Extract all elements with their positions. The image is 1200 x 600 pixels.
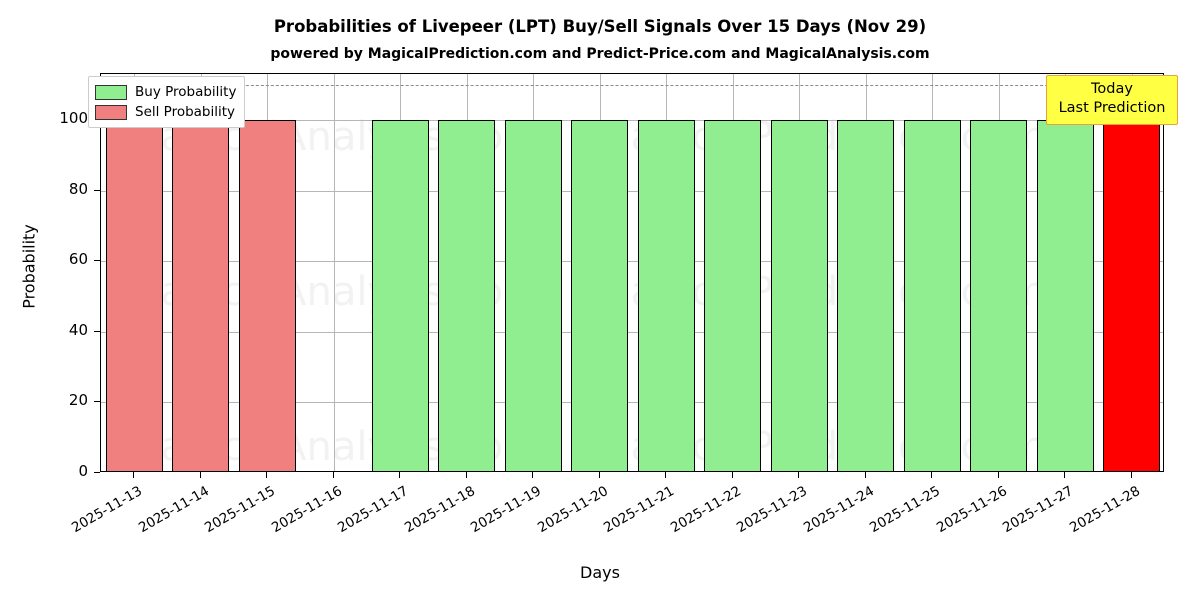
x-tick-label: 2025-11-27 bbox=[1000, 483, 1077, 537]
x-tick-label: 2025-11-14 bbox=[135, 483, 212, 537]
page-title: Probabilities of Livepeer (LPT) Buy/Sell… bbox=[273, 17, 927, 36]
gridline-horizontal bbox=[101, 191, 1163, 192]
gridline-horizontal bbox=[101, 402, 1163, 403]
bar-buy-2025-11-25[interactable] bbox=[903, 119, 961, 471]
bar-buy-2025-11-19[interactable] bbox=[504, 119, 562, 471]
y-tick-mark bbox=[94, 260, 100, 262]
x-tick-label: 2025-11-13 bbox=[69, 483, 146, 537]
bar-buy-2025-11-18[interactable] bbox=[438, 119, 496, 471]
gridline-horizontal bbox=[101, 332, 1163, 333]
x-tick-mark bbox=[931, 472, 933, 478]
today-annotation: Today Last Prediction bbox=[1046, 75, 1178, 125]
y-tick-label: 80 bbox=[68, 179, 88, 198]
chart-subtitle: powered by MagicalPrediction.com and Pre… bbox=[270, 46, 930, 62]
x-tick-mark bbox=[732, 472, 734, 478]
x-tick-label: 2025-11-18 bbox=[401, 483, 478, 537]
x-tick-label: 2025-11-16 bbox=[268, 483, 345, 537]
y-axis-label: Probability bbox=[19, 224, 39, 309]
bar-sell-2025-11-15[interactable] bbox=[238, 119, 296, 471]
x-tick-label: 2025-11-15 bbox=[202, 483, 279, 537]
y-tick-label: 60 bbox=[68, 250, 88, 269]
legend-item-sell[interactable]: Sell Probability bbox=[95, 102, 236, 122]
today-annotation-line1: Today bbox=[1091, 81, 1133, 97]
x-axis-label: Days bbox=[580, 563, 620, 582]
x-tick-label: 2025-11-21 bbox=[601, 483, 678, 537]
x-tick-label: 2025-11-25 bbox=[867, 483, 944, 537]
x-tick-mark bbox=[200, 472, 202, 478]
bar-buy-2025-11-24[interactable] bbox=[837, 119, 895, 471]
x-tick-mark bbox=[865, 472, 867, 478]
bar-buy-2025-11-27[interactable] bbox=[1036, 119, 1094, 471]
gridline-horizontal bbox=[101, 261, 1163, 262]
x-tick-label: 2025-11-19 bbox=[468, 483, 545, 537]
gridline-horizontal bbox=[101, 120, 1163, 121]
x-tick-mark bbox=[798, 472, 800, 478]
y-tick-label: 40 bbox=[68, 320, 88, 339]
x-tick-label: 2025-11-24 bbox=[800, 483, 877, 537]
x-tick-mark bbox=[466, 472, 468, 478]
legend-label: Sell Probability bbox=[135, 104, 236, 120]
reference-line bbox=[101, 84, 1163, 86]
chart-legend: Buy Probability Sell Probability bbox=[88, 76, 246, 128]
bar-sell-2025-11-14[interactable] bbox=[172, 119, 230, 471]
x-tick-mark bbox=[333, 472, 335, 478]
gridline-vertical bbox=[334, 74, 335, 471]
bar-sell-2025-11-13[interactable] bbox=[105, 119, 163, 471]
legend-item-buy[interactable]: Buy Probability bbox=[95, 82, 236, 102]
x-tick-label: 2025-11-28 bbox=[1066, 483, 1143, 537]
legend-swatch-icon bbox=[95, 84, 127, 100]
x-tick-label: 2025-11-22 bbox=[667, 483, 744, 537]
x-tick-mark bbox=[266, 472, 268, 478]
y-tick-mark bbox=[94, 401, 100, 403]
y-tick-label: 20 bbox=[68, 391, 88, 410]
bar-buy-2025-11-26[interactable] bbox=[970, 119, 1028, 471]
x-tick-mark bbox=[1064, 472, 1066, 478]
bar-buy-2025-11-17[interactable] bbox=[371, 119, 429, 471]
bar-buy-2025-11-21[interactable] bbox=[637, 119, 695, 471]
y-tick-label: 100 bbox=[59, 108, 88, 127]
bar-buy-2025-11-20[interactable] bbox=[571, 119, 629, 471]
y-tick-label: 0 bbox=[78, 462, 88, 480]
y-tick-mark bbox=[94, 472, 100, 474]
x-tick-mark bbox=[1131, 472, 1133, 478]
x-tick-mark bbox=[665, 472, 667, 478]
bar-buy-2025-11-23[interactable] bbox=[770, 119, 828, 471]
x-tick-mark bbox=[532, 472, 534, 478]
legend-label: Buy Probability bbox=[135, 84, 237, 100]
legend-swatch-icon bbox=[95, 104, 127, 120]
x-tick-label: 2025-11-20 bbox=[534, 483, 611, 537]
x-tick-mark bbox=[133, 472, 135, 478]
x-tick-mark bbox=[599, 472, 601, 478]
y-tick-mark bbox=[94, 190, 100, 192]
x-tick-label: 2025-11-17 bbox=[335, 483, 412, 537]
x-tick-label: 2025-11-26 bbox=[933, 483, 1010, 537]
x-tick-label: 2025-11-23 bbox=[734, 483, 811, 537]
y-tick-mark bbox=[94, 331, 100, 333]
plot-area: MagicalAnalysis.comMagicalPrediction.com… bbox=[100, 73, 1164, 472]
today-annotation-line2: Last Prediction bbox=[1058, 100, 1166, 116]
bar-today-2025-11-28[interactable] bbox=[1103, 119, 1161, 471]
x-tick-mark bbox=[998, 472, 1000, 478]
x-tick-mark bbox=[399, 472, 401, 478]
bar-buy-2025-11-22[interactable] bbox=[704, 119, 762, 471]
